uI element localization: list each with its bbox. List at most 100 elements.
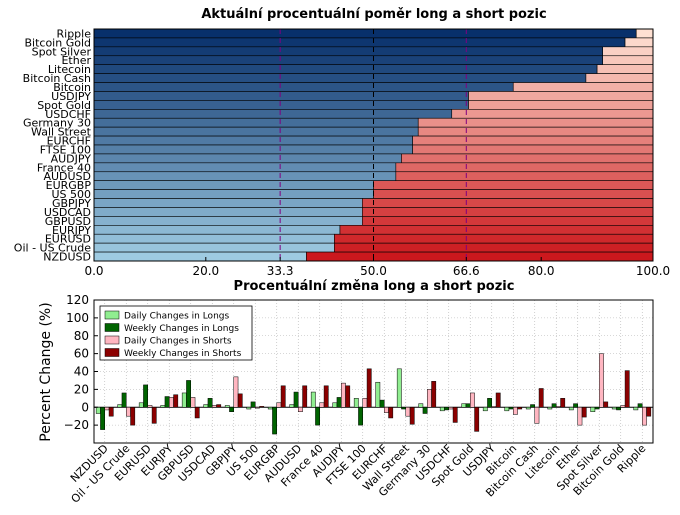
long-bar: [93, 171, 397, 181]
long-bar: [93, 153, 402, 164]
change-bar: [194, 407, 200, 419]
category-label: Germany 30: [23, 117, 91, 130]
category-label: EURGBP: [46, 179, 92, 192]
short-bar: [339, 225, 654, 235]
change-bar: [487, 398, 493, 408]
change-bar: [401, 407, 407, 410]
change-bar: [616, 407, 622, 411]
change-bar: [637, 403, 643, 408]
change-bar: [517, 407, 523, 410]
legend-label: Daily Changes in Shorts: [124, 337, 232, 347]
short-bar: [362, 207, 654, 217]
change-bar: [341, 382, 346, 408]
change-bar: [147, 405, 153, 408]
change-bar: [538, 388, 544, 408]
category-label: Spot Gold: [37, 99, 91, 112]
short-bar: [395, 171, 654, 181]
y-tick-label: 20: [74, 382, 89, 396]
legend-swatch: [104, 323, 120, 332]
change-bar: [452, 407, 458, 423]
change-bar: [470, 392, 475, 408]
change-bar: [216, 404, 222, 408]
long-bar: [93, 225, 341, 235]
top-chart-reference-lines: [279, 29, 467, 261]
change-bar: [611, 407, 617, 410]
long-bar: [93, 233, 335, 244]
long-bar: [93, 189, 374, 199]
change-bar: [293, 391, 299, 408]
change-bar: [461, 403, 467, 408]
category-label: Bitcoin Gold: [24, 36, 91, 49]
category-label: Oil - US Crude: [14, 242, 91, 255]
change-bar: [646, 407, 652, 417]
x-tick-label: 33.3: [267, 264, 294, 278]
short-bar: [512, 82, 654, 92]
legend-label: Daily Changes in Longs: [124, 312, 229, 322]
change-bar: [298, 407, 303, 412]
change-bar: [465, 403, 471, 408]
change-bar: [474, 407, 480, 432]
long-bar: [93, 117, 419, 128]
change-bar: [100, 407, 105, 430]
change-bar: [289, 404, 295, 408]
long-bar: [93, 73, 587, 83]
y-tick-label: 100: [66, 311, 89, 325]
change-bar: [138, 402, 144, 408]
category-label: USDCAD: [44, 206, 91, 219]
change-bar: [224, 405, 230, 408]
short-bar: [373, 180, 654, 190]
change-bar: [581, 407, 587, 418]
change-bar: [332, 402, 338, 408]
legend-label: Weekly Changes in Shorts: [124, 349, 242, 359]
change-bar: [594, 407, 600, 410]
change-bar: [212, 405, 217, 408]
long-bar: [93, 37, 626, 48]
y-tick-label: 80: [74, 329, 89, 343]
change-bar: [207, 398, 213, 408]
change-bar: [229, 407, 234, 412]
change-bar: [233, 376, 239, 408]
long-bar: [93, 64, 598, 74]
change-bar: [186, 380, 191, 408]
short-bar: [585, 73, 654, 83]
change-bar: [642, 407, 647, 426]
change-bar: [358, 407, 364, 426]
change-bar: [246, 407, 252, 410]
change-bar: [272, 407, 278, 435]
change-bar: [495, 392, 501, 408]
change-bar: [143, 384, 148, 408]
top-chart-x-ticks: 0.0 20.0 33.3 50.0 66.6 80.0 100.0: [84, 257, 670, 278]
change-bar: [427, 389, 432, 408]
change-bar: [315, 407, 321, 426]
bottom-chart-y-ticks: −20 0 20 40 60 80 100 120: [64, 293, 98, 432]
legend-swatch: [104, 310, 120, 320]
long-bar: [93, 126, 419, 137]
long-bar: [93, 180, 374, 190]
change-bar: [151, 407, 157, 424]
long-bar: [93, 135, 413, 146]
change-bar: [418, 403, 424, 408]
change-bar: [431, 381, 437, 408]
change-bar: [126, 407, 131, 417]
change-bar: [319, 402, 325, 408]
category-label: US 500: [51, 188, 91, 201]
change-bar: [379, 399, 385, 408]
category-label: GBPJPY: [52, 197, 91, 210]
category-label: Ether: [61, 54, 91, 67]
category-label: NZDUSD: [43, 251, 91, 264]
short-bar: [412, 144, 654, 155]
x-tick-label: 100.0: [636, 264, 670, 278]
change-bar: [255, 407, 260, 409]
legend-box: [99, 305, 253, 361]
short-bar: [602, 55, 654, 65]
bottom-chart-y-axis-label: Percent Change (%): [38, 302, 54, 441]
change-bar: [203, 404, 209, 408]
top-chart-bars: [93, 28, 654, 262]
change-bar: [409, 407, 415, 425]
short-bar: [624, 37, 654, 48]
bottom-chart-title: Procentuální změna long a short pozic: [234, 279, 515, 294]
top-chart-frame: [93, 28, 654, 262]
change-bar: [384, 407, 389, 413]
bottom-chart-legend: Daily Changes in Longs Weekly Changes in …: [99, 305, 253, 361]
